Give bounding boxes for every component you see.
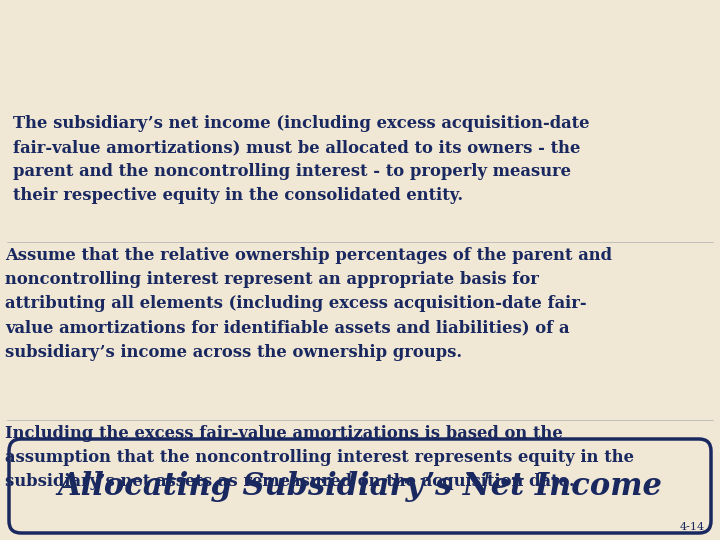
Text: Including the excess fair-value amortizations is based on the
assumption that th: Including the excess fair-value amortiza… — [5, 425, 634, 490]
Text: 4-14: 4-14 — [680, 522, 705, 532]
Text: Allocating Subsidiary’s Net Income: Allocating Subsidiary’s Net Income — [58, 470, 662, 502]
FancyBboxPatch shape — [9, 439, 711, 533]
Text: Assume that the relative ownership percentages of the parent and
noncontrolling : Assume that the relative ownership perce… — [5, 247, 612, 361]
Text: The subsidiary’s net income (including excess acquisition-date
fair-value amorti: The subsidiary’s net income (including e… — [13, 115, 590, 205]
